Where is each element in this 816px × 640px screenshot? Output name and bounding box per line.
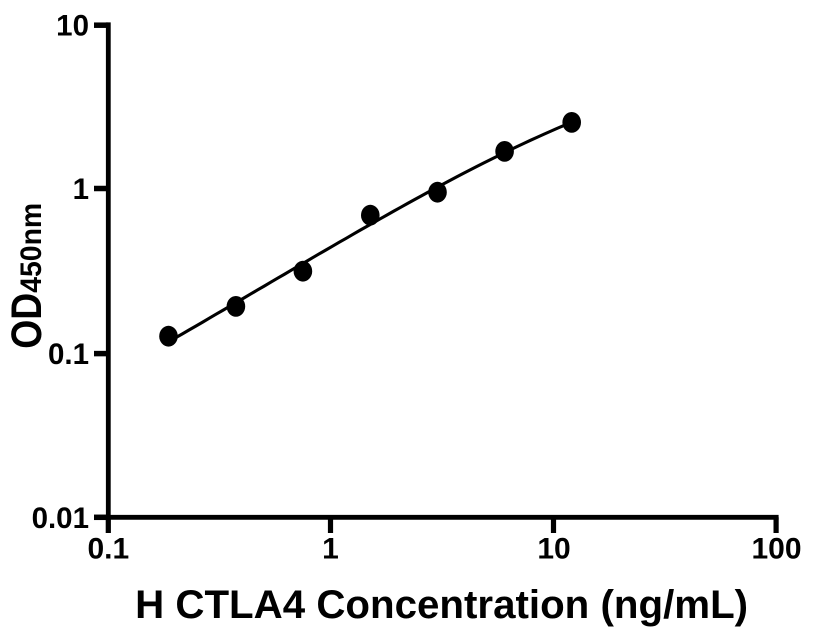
svg-text:0.1: 0.1	[87, 532, 129, 565]
svg-text:0.1: 0.1	[48, 338, 89, 371]
svg-text:100: 100	[751, 532, 801, 565]
svg-text:H CTLA4 Concentration (ng/mL): H CTLA4 Concentration (ng/mL)	[135, 583, 748, 627]
svg-text:10: 10	[537, 532, 570, 565]
svg-text:1: 1	[322, 532, 339, 565]
svg-text:OD450nm: OD450nm	[4, 203, 51, 349]
svg-text:0.01: 0.01	[32, 502, 89, 535]
svg-text:10: 10	[56, 9, 89, 42]
svg-text:1: 1	[73, 173, 89, 206]
